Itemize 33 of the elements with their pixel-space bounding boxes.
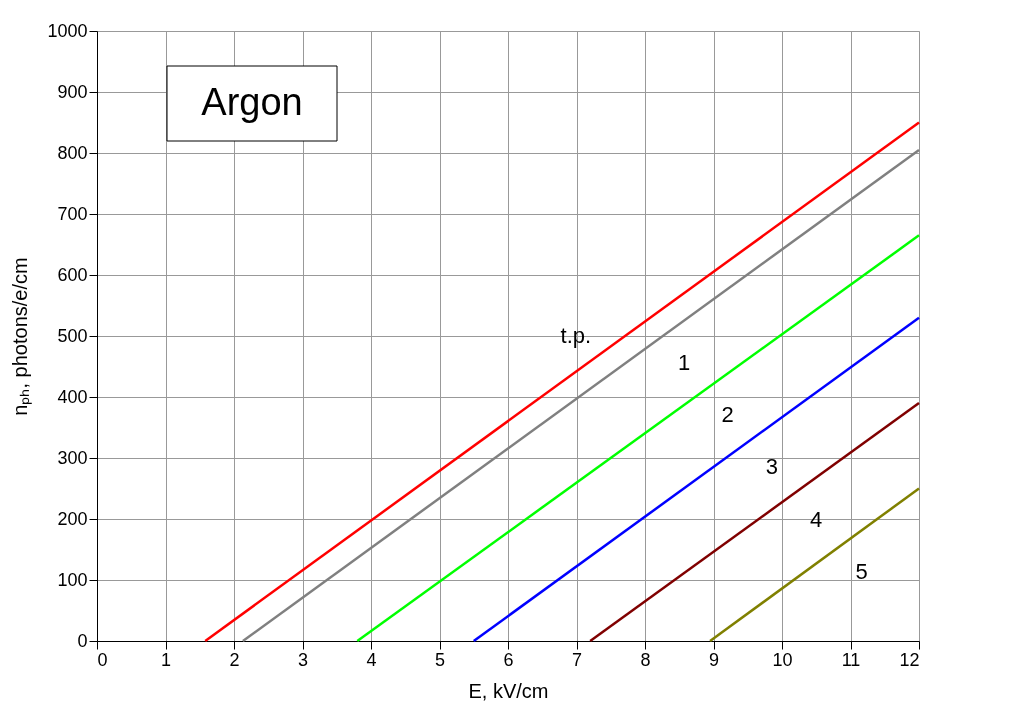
x-axis-title: E, kV/cm [468, 679, 549, 702]
x-tick-label: 11 [841, 649, 861, 670]
y-tick-label: 600 [57, 264, 88, 285]
y-tick-label: 400 [57, 386, 88, 407]
x-tick-label: 4 [366, 649, 377, 670]
y-axis-title: nₚₕ, photons/e/cm [9, 257, 33, 416]
x-tick-label: 7 [571, 649, 583, 670]
y-tick-label: 100 [57, 569, 88, 590]
y-tick-label: 900 [57, 81, 88, 102]
x-tick-label: 5 [434, 649, 446, 670]
series-label: t.p. [560, 322, 592, 348]
x-tick-label: 6 [503, 649, 514, 670]
x-tick-label: 8 [640, 649, 651, 670]
series-label: 2 [721, 402, 734, 428]
x-tick-label: 10 [772, 649, 793, 670]
series-label: 1 [677, 349, 691, 375]
y-tick-label: 700 [57, 203, 88, 224]
y-tick-label: 800 [57, 142, 88, 163]
x-tick-label: 3 [297, 649, 309, 670]
y-tick-label: 500 [57, 325, 88, 346]
annotation: Argon [201, 81, 303, 123]
x-tick-label: 9 [708, 649, 720, 670]
x-tick-label: 0 [97, 649, 108, 670]
y-tick-label: 200 [57, 508, 88, 529]
series-label: 4 [809, 506, 823, 532]
y-tick-label: 300 [57, 447, 88, 468]
series-label: 3 [765, 453, 778, 479]
y-tick-label: 1000 [47, 20, 88, 41]
x-tick-label: 1 [160, 649, 172, 670]
y-tick-label: 0 [77, 630, 88, 651]
series-label: 5 [855, 559, 868, 585]
x-tick-label: 2 [229, 649, 240, 670]
x-tick-label: 12 [899, 649, 920, 670]
